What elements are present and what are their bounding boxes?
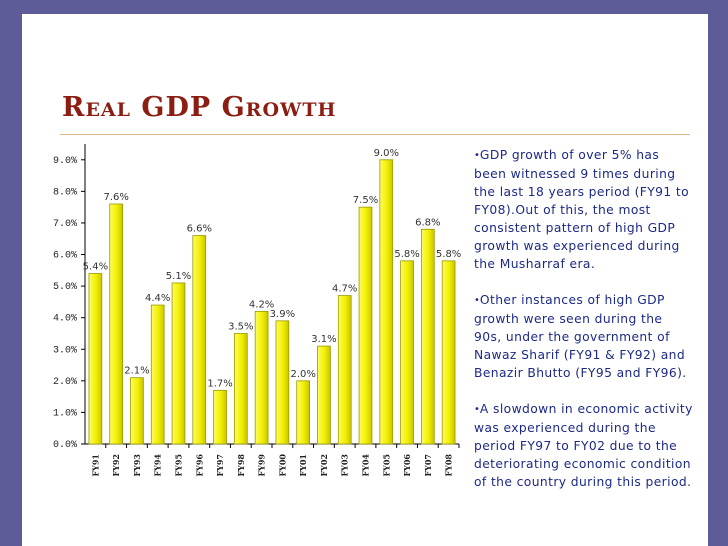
data-label-fy95: 5.1% <box>166 271 191 282</box>
y-tick-label: 4.0% <box>53 314 77 325</box>
x-tick-label-fy01: FY01 <box>298 454 308 477</box>
x-tick-label-fy98: FY98 <box>236 454 246 477</box>
bar-fy95 <box>171 282 186 445</box>
bar-fy94 <box>150 304 165 445</box>
y-tick-label: 9.0% <box>53 156 77 167</box>
data-label-fy03: 4.7% <box>332 284 357 295</box>
x-tick-label-fy91: FY91 <box>90 454 100 477</box>
x-tick-label-fy03: FY03 <box>340 454 350 477</box>
bar-fy00 <box>275 320 290 445</box>
data-label-fy06: 5.8% <box>394 249 419 260</box>
data-label-fy01: 2.0% <box>290 369 315 380</box>
x-tick-label-fy92: FY92 <box>111 454 121 477</box>
bullet-marker: • <box>474 404 480 415</box>
y-tick-label: 8.0% <box>53 187 77 198</box>
x-tick-label-fy08: FY08 <box>444 454 454 477</box>
bullet-item-3: •A slowdown in economic activity was exp… <box>474 400 694 491</box>
bullet-marker: • <box>474 150 480 161</box>
bar-fy07 <box>420 228 435 445</box>
slide: Real GDP Growth 0.0% 1.0% 2.0% 3.0% 4.0% 5.0%… <box>22 14 708 546</box>
bar-fy98 <box>233 333 248 445</box>
bar-fy08 <box>441 260 456 445</box>
data-label-fy93: 2.1% <box>124 366 149 377</box>
y-tick-label: 0.0% <box>53 440 77 451</box>
bar-fy04 <box>358 206 373 445</box>
title-divider <box>60 134 690 135</box>
chart-data-labels: 5.4% 7.6% 2.1% 4.4% 5.1% 6.6% 1.7% 3.5% 4.2%3.9%… <box>83 148 462 390</box>
x-tick-label-fy05: FY05 <box>381 454 391 477</box>
x-tick-label-fy04: FY04 <box>361 454 371 477</box>
data-label-fy94: 4.4% <box>145 293 170 304</box>
x-tick-label-fy95: FY95 <box>174 454 184 477</box>
bullet-item-1: •GDP growth of over 5% has been witnesse… <box>474 146 694 273</box>
data-label-fy99: 4.2% <box>249 299 274 310</box>
bar-fy03 <box>337 295 352 445</box>
data-label-fy05: 9.0% <box>374 148 399 159</box>
y-tick-label: 6.0% <box>53 251 77 262</box>
y-tick-label: 5.0% <box>53 282 77 293</box>
bullet-item-2: •Other instances of high GDP growth were… <box>474 291 694 382</box>
bar-fy93 <box>130 377 144 445</box>
gdp-bar-chart: 0.0% 1.0% 2.0% 3.0% 4.0% 5.0% 6.0% 7.0% 8.0% 9.0%… <box>53 144 462 477</box>
data-label-fy97: 1.7% <box>207 378 232 389</box>
x-tick-label-fy96: FY96 <box>194 454 204 477</box>
x-tick-label-fy00: FY00 <box>277 454 287 477</box>
x-tick-label-fy97: FY97 <box>215 454 225 477</box>
x-tick-label-fy94: FY94 <box>153 454 163 477</box>
bar-fy92 <box>109 203 124 445</box>
bar-fy01 <box>296 380 311 445</box>
bar-fy99 <box>254 310 269 445</box>
bar-fy97 <box>213 389 227 445</box>
chart-axes: 0.0% 1.0% 2.0% 3.0% 4.0% 5.0% 6.0% 7.0% 8.0% 9.0%… <box>53 144 460 477</box>
bar-fy05 <box>379 159 394 445</box>
data-label-fy07: 6.8% <box>415 217 440 228</box>
x-tick-label-fy07: FY07 <box>423 454 433 477</box>
data-label-fy92: 7.6% <box>103 192 128 203</box>
data-label-fy00: 3.9% <box>270 309 295 320</box>
bullet-marker: • <box>474 295 480 306</box>
bar-fy06 <box>400 260 414 445</box>
x-tick-label-fy06: FY06 <box>402 454 412 477</box>
bullet-list: •GDP growth of over 5% has been witnesse… <box>474 146 694 509</box>
bar-fy96 <box>192 235 207 445</box>
bar-fy02 <box>317 345 331 445</box>
y-tick-label: 1.0% <box>53 408 77 419</box>
slide-title: Real GDP Growth <box>62 92 337 123</box>
y-tick-label: 7.0% <box>53 219 77 230</box>
bar-fy91 <box>88 273 103 445</box>
bullet-text: A slowdown in economic activity was expe… <box>474 402 693 489</box>
chart-bars <box>88 159 456 445</box>
y-tick-label: 3.0% <box>53 345 77 356</box>
data-label-fy96: 6.6% <box>187 224 212 235</box>
data-label-fy02: 3.1% <box>311 334 336 345</box>
bullet-text: Other instances of high GDP growth were … <box>474 293 687 380</box>
y-tick-label: 2.0% <box>53 377 77 388</box>
x-tick-label-fy93: FY93 <box>132 454 142 477</box>
bullet-text: GDP growth of over 5% has been witnessed… <box>474 148 690 271</box>
x-tick-label-fy99: FY99 <box>257 454 267 477</box>
x-tick-label-fy02: FY02 <box>319 454 329 477</box>
data-label-fy98: 3.5% <box>228 321 253 332</box>
data-label-fy04: 7.5% <box>353 195 378 206</box>
data-label-fy91: 5.4% <box>83 261 108 272</box>
data-label-fy08: 5.8% <box>436 249 461 260</box>
